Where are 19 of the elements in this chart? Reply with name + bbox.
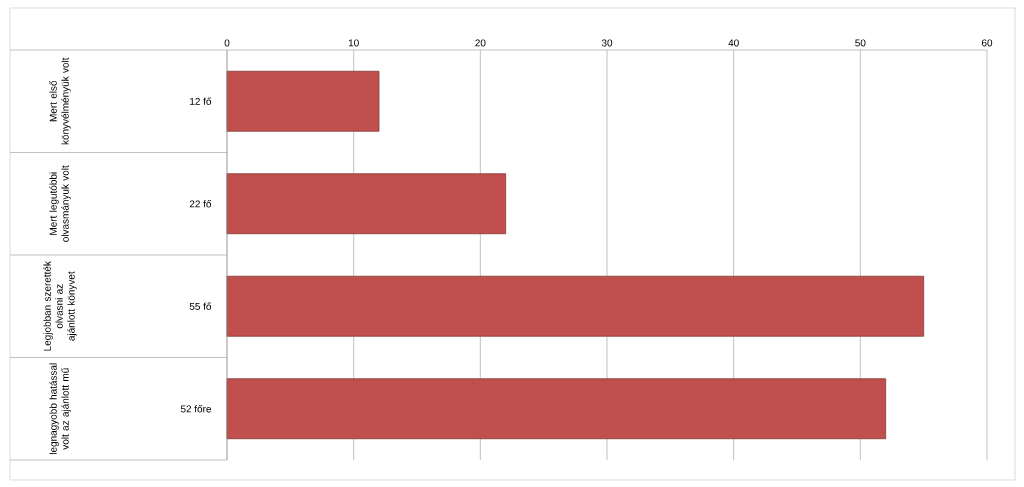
y-tick-label: legnagyobb hatással volt az ajánlott mű (49, 363, 71, 455)
bar (226, 173, 507, 235)
data-label: 52 főre (180, 405, 212, 413)
bar (226, 275, 925, 337)
y-tick-label: Mert első könyvélményük volt (49, 57, 71, 145)
x2-tick-label: 50 (855, 39, 866, 47)
data-label: 22 fő (189, 200, 212, 208)
y-tick-label: Mert legutóbbi olvasmányuk volt (49, 165, 71, 242)
data-label: 12 fő (190, 97, 212, 105)
x2-tick-label: 40 (728, 39, 739, 47)
x2-tick-label: 10 (348, 39, 359, 47)
bar (226, 70, 380, 132)
x2-tick-label: 60 (981, 39, 993, 47)
x2-tick-label: 0 (224, 39, 230, 47)
data-label: 55 fő (189, 302, 212, 310)
y-tick-label: Legjobban szerették olvasni az ajánlott könyvet (43, 261, 77, 351)
x2-tick-label: 20 (475, 39, 486, 47)
bar (226, 378, 887, 440)
x2-tick-label: 30 (601, 39, 613, 47)
